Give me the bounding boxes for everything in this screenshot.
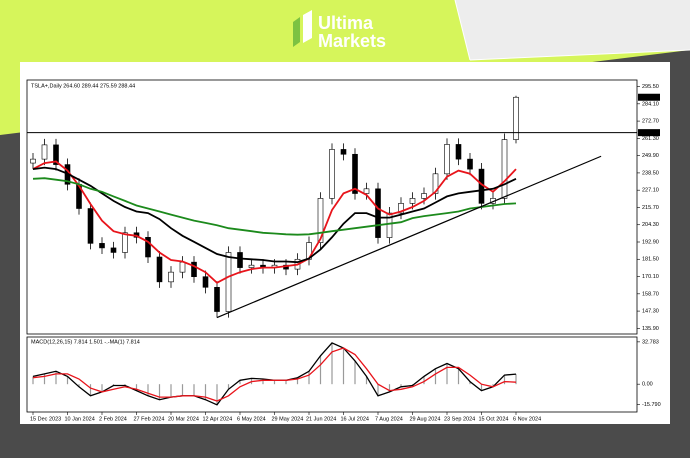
price-header: TSLA+,Daily 264.60 289.44 275.59 288.44	[31, 83, 135, 89]
x-tick-label: 15 Oct 2024	[479, 416, 509, 422]
x-tick-label: 2 Feb 2024	[99, 416, 127, 422]
corner-line	[454, 0, 471, 61]
candle-body	[398, 203, 404, 214]
level-box	[638, 129, 660, 137]
candle-body	[202, 276, 209, 288]
candle-body	[99, 243, 105, 249]
x-tick-label: 29 Aug 2024	[410, 416, 441, 422]
y-tick-label: 192.90	[642, 239, 659, 245]
candle-body	[352, 153, 358, 194]
level-label: 265.08	[640, 130, 657, 136]
x-tick-label: 6 May 2024	[237, 416, 266, 422]
x-tick-label: 15 Dec 2023	[30, 416, 61, 422]
y-tick-label: 135.90	[642, 326, 659, 332]
candle-body	[513, 96, 519, 140]
candle-body	[122, 232, 128, 253]
corner-line	[469, 49, 690, 61]
corner-panel	[455, 0, 690, 60]
y-tick-label: 261.30	[642, 136, 659, 142]
x-tick-label: 12 Apr 2024	[203, 416, 233, 422]
candle-body	[455, 144, 462, 160]
logo-icon	[293, 17, 300, 47]
x-tick-label: 6 Nov 2024	[513, 416, 541, 422]
last-price-box	[638, 93, 660, 101]
y-tick-label: 181.50	[642, 257, 659, 263]
candle-body	[30, 158, 36, 164]
candle-body	[156, 256, 163, 283]
candle-body	[87, 208, 94, 244]
candle-body	[145, 237, 151, 258]
candle-body	[317, 198, 324, 243]
trendline	[216, 155, 602, 319]
y-tick-label: 284.10	[642, 101, 659, 107]
x-tick-label: 21 Jun 2024	[306, 416, 336, 422]
candle-body	[444, 144, 450, 175]
candle-body	[386, 212, 393, 238]
y-tick-label: 32.783	[642, 339, 659, 345]
macd-pane	[26, 336, 638, 413]
candle-body	[375, 188, 381, 238]
candle-body	[501, 139, 508, 199]
macd-line	[32, 347, 517, 402]
candle-body	[214, 287, 220, 312]
y-tick-label: 238.50	[642, 170, 659, 176]
price-pane	[26, 79, 638, 335]
y-tick-label: 204.30	[642, 222, 659, 228]
last-price-label: 288.44	[640, 95, 657, 101]
y-tick-label: 170.10	[642, 274, 659, 280]
brand-line1: Ultima	[318, 13, 374, 33]
candle-body	[363, 188, 370, 194]
y-tick-label: 215.70	[642, 205, 659, 211]
candle-body	[225, 252, 232, 312]
y-tick-label: 158.70	[642, 291, 659, 297]
candle-body	[110, 247, 117, 253]
moving-average	[32, 160, 517, 284]
y-tick-label: 147.30	[642, 309, 659, 315]
macd-header: MACD(12,26,15) 7.814 1.501 -.-MA(1) 7.81…	[31, 339, 140, 345]
x-tick-label: 16 Jul 2024	[341, 416, 369, 422]
logo: Ultima Markets	[293, 10, 386, 51]
candle-body	[248, 264, 255, 268]
candle-body	[409, 198, 416, 204]
x-tick-label: 23 Sep 2024	[444, 416, 475, 422]
y-tick-label: -15.790	[642, 402, 661, 408]
candle-body	[467, 158, 473, 170]
y-tick-label: 249.90	[642, 153, 659, 159]
x-tick-label: 20 Mar 2024	[168, 416, 199, 422]
y-tick-label: 272.70	[642, 119, 659, 125]
x-tick-label: 27 Feb 2024	[134, 416, 165, 422]
candle-body	[432, 173, 439, 194]
moving-average	[32, 166, 517, 264]
candle-body	[168, 271, 174, 283]
candle-body	[191, 261, 197, 277]
x-tick-label: 10 Jan 2024	[65, 416, 95, 422]
y-tick-label: 227.10	[642, 188, 659, 194]
candle-body	[340, 149, 347, 155]
candle-body	[53, 144, 59, 165]
y-tick-label: 295.50	[642, 84, 659, 90]
brand-line2: Markets	[318, 31, 386, 51]
candle-body	[421, 193, 427, 199]
moving-average	[32, 177, 517, 236]
candle-body	[41, 144, 48, 160]
logo-icon	[303, 10, 312, 43]
y-tick-label: 0.00	[642, 382, 653, 388]
x-tick-label: 7 Aug 2024	[375, 416, 403, 422]
candle-body	[179, 261, 186, 273]
chart-panel	[20, 62, 670, 424]
candle-body	[329, 149, 335, 199]
candle-body	[237, 252, 243, 268]
x-tick-label: 29 May 2024	[272, 416, 304, 422]
